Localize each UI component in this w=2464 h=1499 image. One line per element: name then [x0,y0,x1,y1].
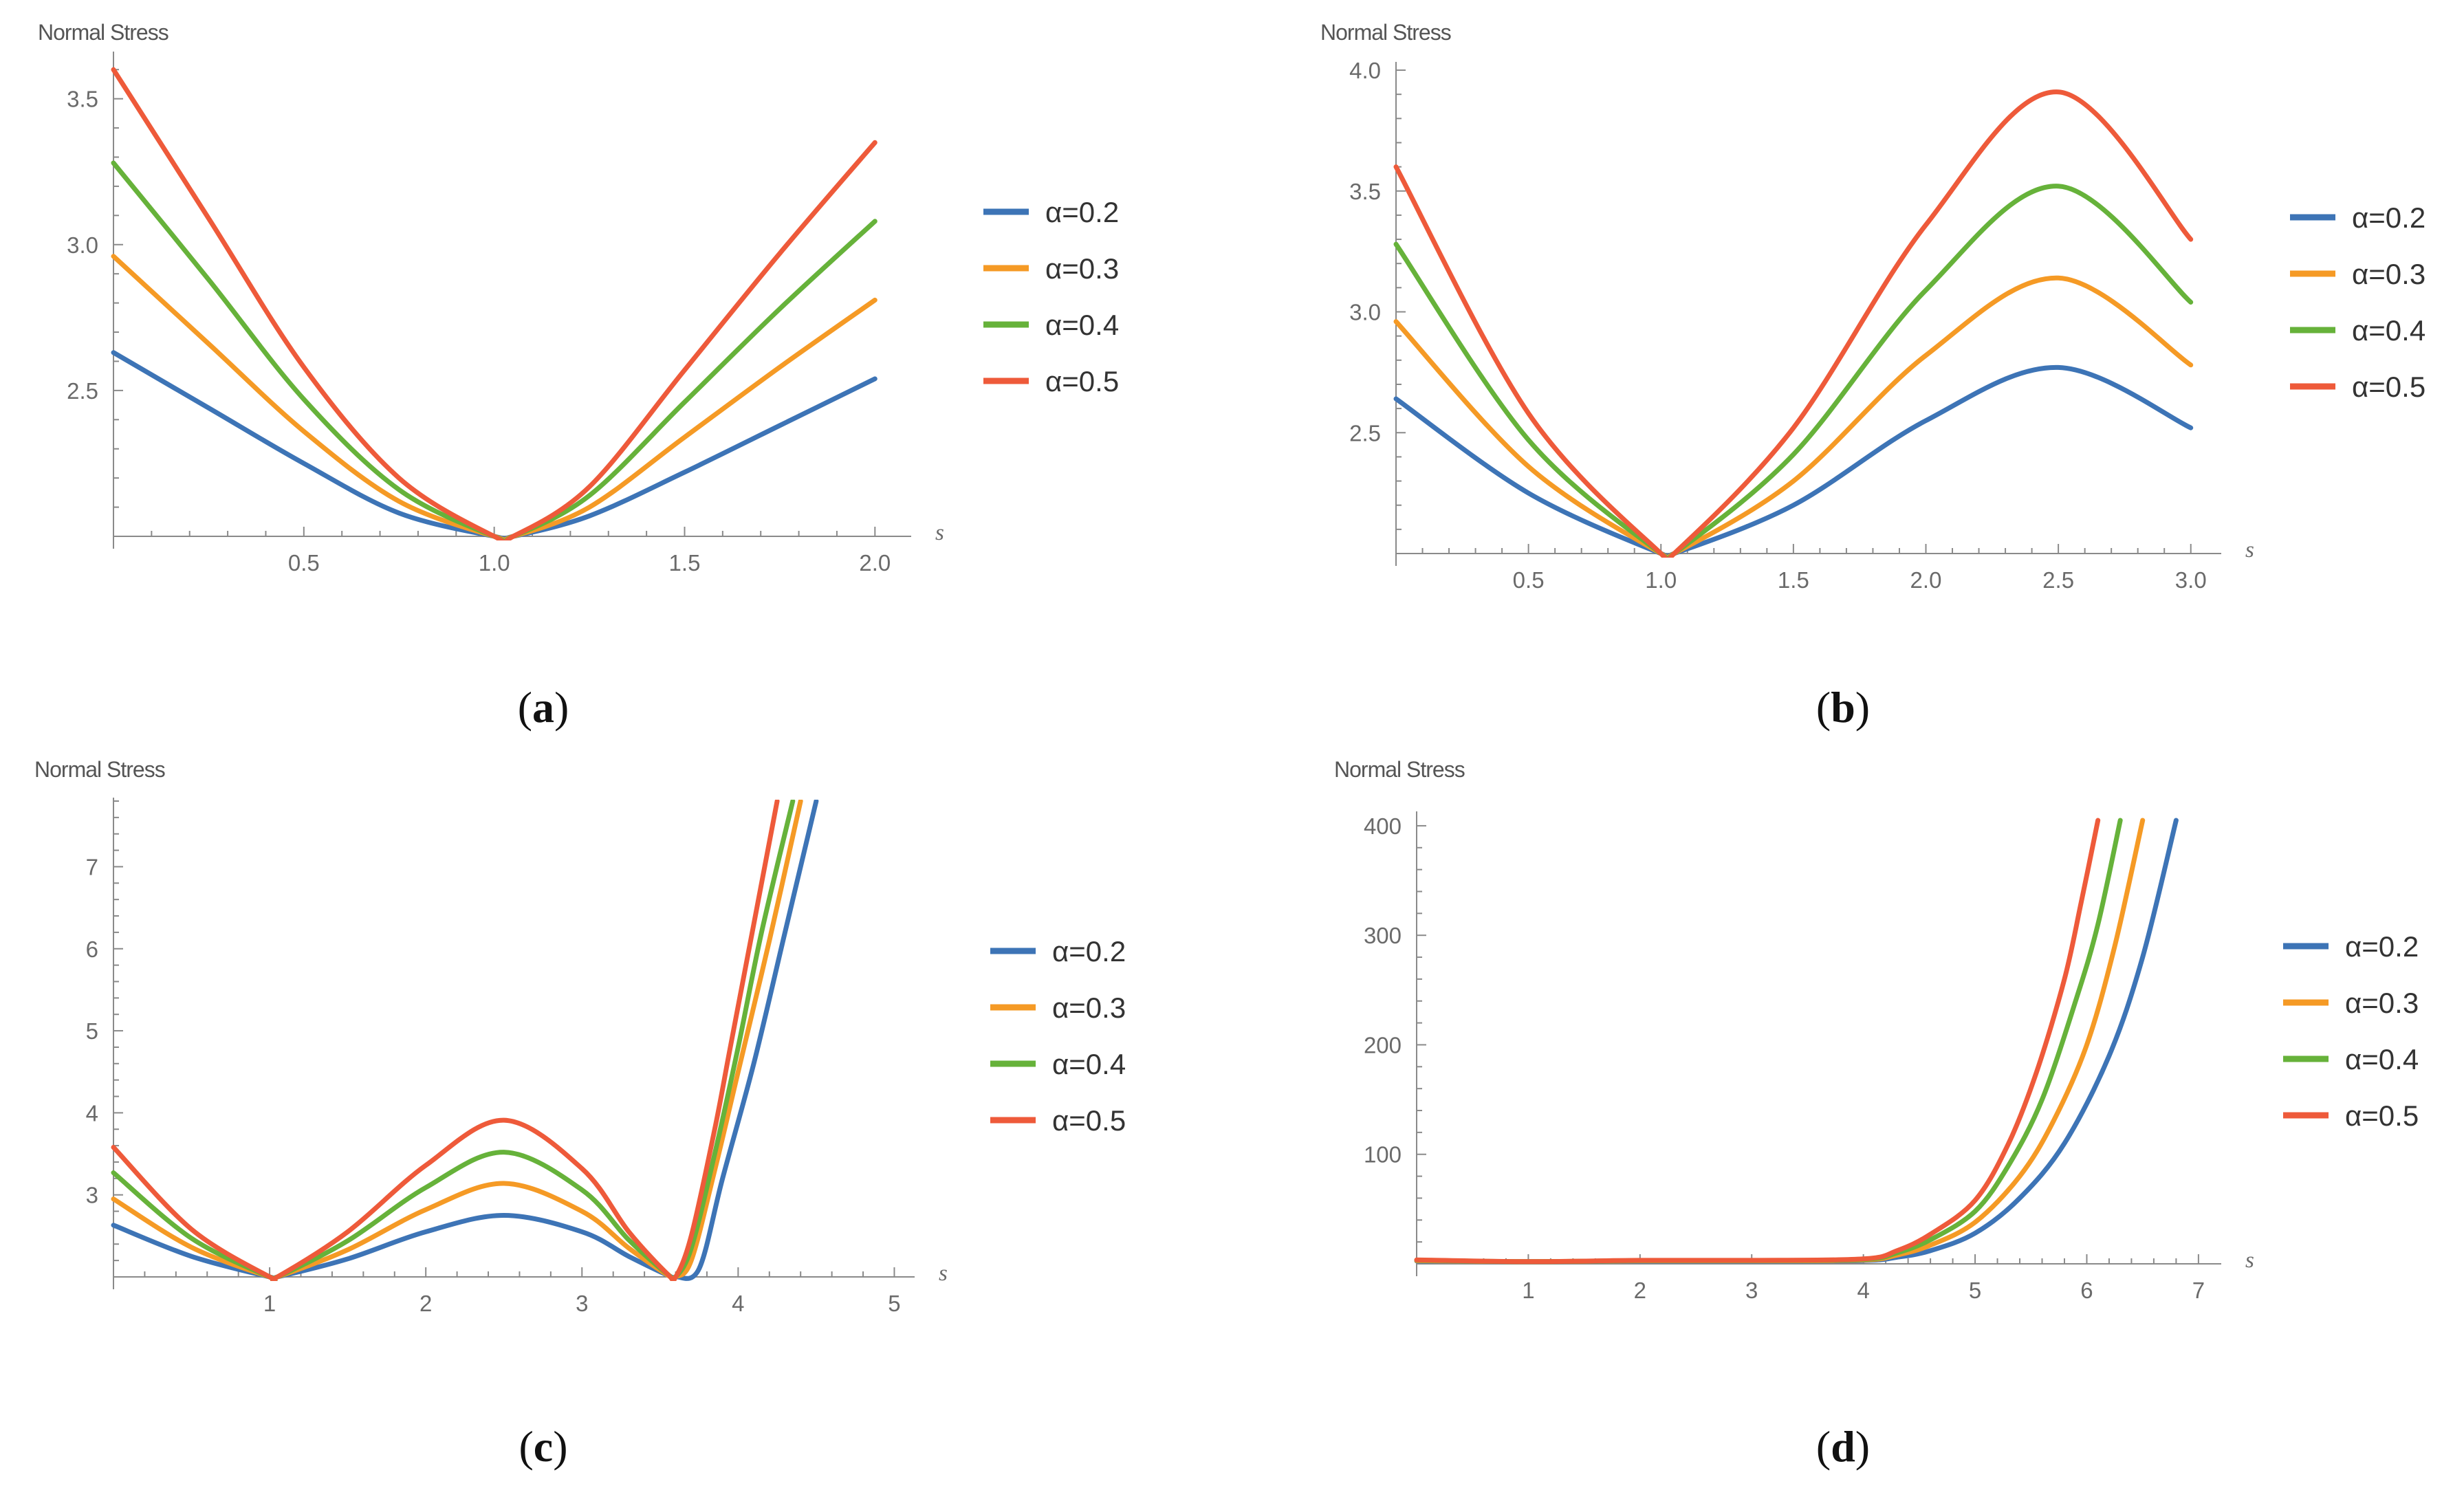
series-line-alpha-0.4 [1414,818,2123,1265]
y-axis-label: Normal Stress [1320,20,1451,45]
x-axis-label: s [2245,1248,2254,1273]
x-tick-label: 1.0 [1645,567,1677,593]
legend: α=0.2 α=0.3 α=0.4 α=0.5 [990,935,1126,1137]
legend-label: α=0.5 [1045,365,1119,397]
series-line-alpha-0.3 [1393,275,2194,558]
x-axis-label: s [2245,538,2254,562]
y-tick-label: 7 [86,854,98,879]
x-tick-label: 2.0 [1910,567,1942,593]
x-tick-label: 1 [263,1291,276,1316]
series-line-alpha-0.5 [1393,89,2194,558]
y-tick-label: 200 [1364,1032,1402,1058]
x-tick-label: 2 [419,1291,432,1316]
legend-label: α=0.4 [2352,314,2425,347]
legend-label: α=0.3 [1045,252,1119,285]
panel-a: 0.5 1.0 1.5 2.0 2.5 3.0 3.5 Normal Stress s α=0.2… [38,20,1119,732]
x-tick-label: 3.0 [2175,567,2207,593]
x-tick-label: 5 [888,1291,900,1316]
y-axis-label: Normal Stress [1334,757,1465,782]
y-axis-label: Normal Stress [34,757,165,782]
series-line-alpha-0.2 [111,800,819,1281]
panel-caption: (b) [1816,683,1870,732]
x-tick-label: 2 [1634,1278,1646,1303]
x-tick-label: 5 [1969,1278,1981,1303]
y-tick-label: 2.5 [67,378,98,404]
legend-label: α=0.4 [1052,1048,1126,1080]
y-tick-label: 4 [86,1100,98,1126]
y-tick-label: 3 [86,1183,98,1208]
legend-label: α=0.5 [2345,1099,2419,1132]
legend-label: α=0.2 [2345,930,2419,963]
x-axis-label: s [935,521,944,545]
series-line-alpha-0.4 [1393,184,2194,558]
y-tick-label: 2.5 [1349,420,1381,446]
panel-caption: (c) [519,1422,567,1471]
x-tick-label: 2.5 [2042,567,2074,593]
y-tick-label: 6 [86,937,98,962]
legend: α=0.2 α=0.3 α=0.4 α=0.5 [983,196,1119,397]
y-tick-label: 400 [1364,813,1402,839]
x-tick-label: 4 [732,1291,744,1316]
legend-label: α=0.3 [2352,258,2425,290]
series-line-alpha-0.4 [111,160,877,540]
legend-label: α=0.2 [1045,196,1119,228]
y-tick-label: 5 [86,1018,98,1044]
series-line-alpha-0.5 [111,67,877,540]
legend-label: α=0.3 [1052,992,1126,1024]
x-tick-label: 2.0 [859,550,891,576]
y-axis-label: Normal Stress [38,20,168,45]
panel-caption: (d) [1816,1422,1870,1471]
legend-label: α=0.4 [2345,1043,2419,1075]
legend-label: α=0.2 [2352,201,2425,234]
y-tick-label: 4.0 [1349,58,1381,83]
legend-label: α=0.5 [1052,1104,1126,1137]
x-tick-label: 0.5 [288,550,320,576]
y-tick-label: 3.5 [1349,179,1381,204]
y-tick-label: 300 [1364,923,1402,948]
x-tick-label: 3 [1745,1278,1758,1303]
legend-label: α=0.2 [1052,935,1126,967]
x-tick-label: 1.5 [669,550,701,576]
y-tick-label: 3.5 [67,87,98,112]
x-tick-label: 4 [1857,1278,1869,1303]
legend-label: α=0.4 [1045,309,1119,341]
x-tick-label: 1.0 [479,550,510,576]
x-tick-label: 1.5 [1778,567,1809,593]
x-tick-label: 6 [2080,1278,2093,1303]
series-line-alpha-0.4 [111,800,796,1281]
x-tick-label: 7 [2192,1278,2205,1303]
series-line-alpha-0.5 [1414,818,2101,1265]
x-axis-label: s [939,1261,948,1286]
series-line-alpha-0.5 [111,800,780,1281]
panel-b: 0.5 1.0 1.5 2.0 2.5 3.0 2.5 3.0 3.5 4.0 Normal Str… [1320,20,2425,732]
legend: α=0.2 α=0.3 α=0.4 α=0.5 [2290,201,2425,403]
series-line-alpha-0.3 [1414,818,2146,1265]
series-line-alpha-0.3 [111,254,877,540]
panel-caption: (a) [518,683,569,732]
y-tick-label: 100 [1364,1142,1402,1168]
legend-label: α=0.5 [2352,371,2425,403]
x-tick-label: 0.5 [1513,567,1545,593]
y-tick-label: 3.0 [1349,300,1381,325]
legend: α=0.2 α=0.3 α=0.4 α=0.5 [2283,930,2419,1132]
x-tick-label: 3 [576,1291,588,1316]
series-line-alpha-0.2 [1393,364,2194,558]
legend-label: α=0.3 [2345,987,2419,1019]
y-tick-label: 3.0 [67,232,98,258]
x-tick-label: 1 [1522,1278,1534,1303]
